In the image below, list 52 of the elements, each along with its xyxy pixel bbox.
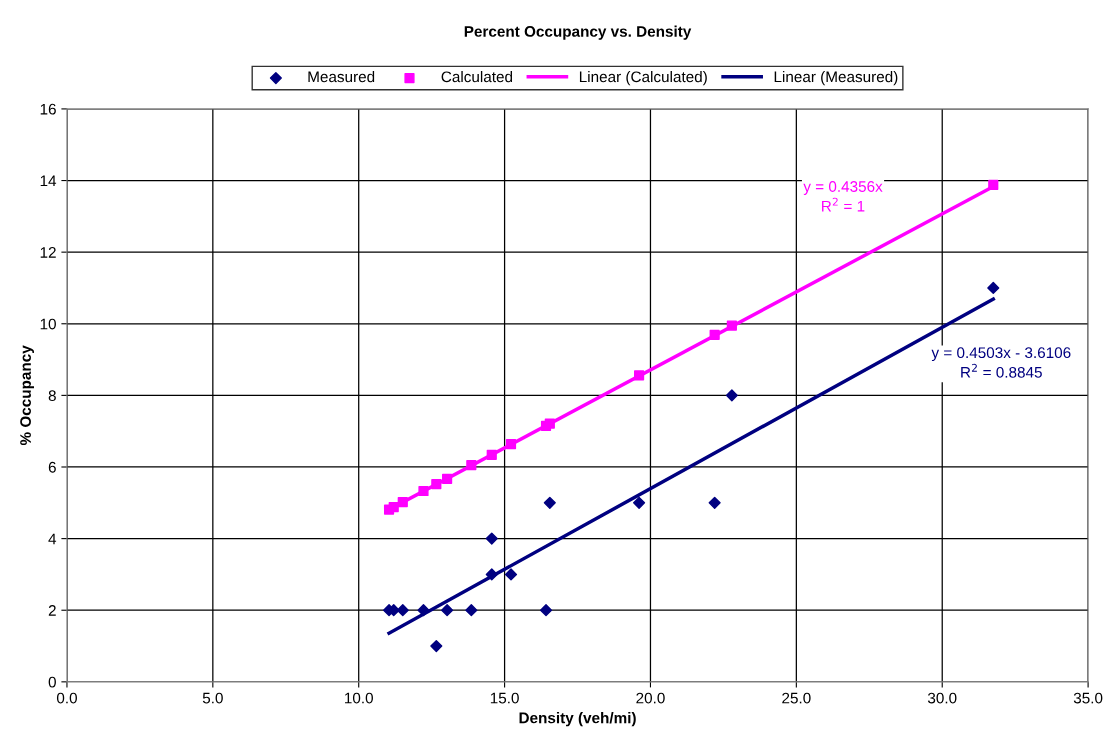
annotation: y = 0.4503x - 3.6106 R$^{2}$ = 0.8845	[931, 347, 1071, 378]
x-tick-label: 0.0	[56, 692, 77, 704]
point	[544, 418, 555, 429]
point	[633, 496, 646, 509]
point	[485, 568, 498, 581]
y-tick-label: 16	[40, 103, 56, 115]
x-tick-label: 5.0	[202, 692, 223, 704]
point	[388, 502, 399, 513]
x-tick-label: 25.0	[782, 692, 811, 704]
point	[504, 568, 518, 581]
x-tick-label: 35.0	[1073, 692, 1103, 704]
point	[485, 532, 498, 545]
y-tick-label: 4	[48, 533, 57, 545]
legend-label: Linear (Measured)	[774, 70, 898, 86]
y-tick-label: 10	[40, 318, 56, 330]
point	[417, 604, 430, 617]
point	[465, 604, 478, 617]
y-tick-label: 6	[48, 461, 56, 473]
x-tick-label: 10.0	[345, 692, 373, 704]
legend-label: Calculated	[441, 70, 513, 83]
point	[441, 604, 454, 617]
point	[430, 639, 443, 653]
point	[442, 473, 453, 484]
annotation: y = 0.4356x R$^{2}$ = 1	[803, 181, 883, 212]
y-axis-title: % Occupancy	[20, 345, 34, 446]
point	[418, 485, 429, 497]
point	[466, 460, 477, 471]
x-tick-label: 15.0	[490, 692, 519, 704]
x-axis-title: Density (veh/mi)	[519, 712, 636, 727]
point	[431, 479, 442, 490]
point	[486, 449, 497, 460]
point	[505, 438, 517, 450]
point	[634, 370, 645, 381]
point	[725, 389, 738, 402]
y-tick-label: 8	[48, 390, 56, 402]
y-tick-label: 14	[40, 175, 57, 187]
y-tick-label: 12	[40, 247, 56, 258]
x-tick-label: 30.0	[927, 692, 957, 704]
legend-label: Linear (Calculated)	[579, 70, 707, 86]
point	[397, 497, 408, 508]
legend-label: Measured	[308, 70, 375, 83]
point	[988, 179, 999, 190]
point	[987, 281, 1000, 295]
y-tick-label: 2	[48, 605, 56, 616]
point	[709, 329, 720, 340]
point	[539, 604, 553, 617]
point	[708, 496, 721, 509]
chart-title: Percent Occupancy vs. Density	[464, 25, 692, 40]
point	[543, 496, 556, 509]
y-tick-label: 0	[48, 676, 56, 688]
point	[726, 320, 737, 331]
x-tick-label: 20.0	[636, 692, 665, 704]
